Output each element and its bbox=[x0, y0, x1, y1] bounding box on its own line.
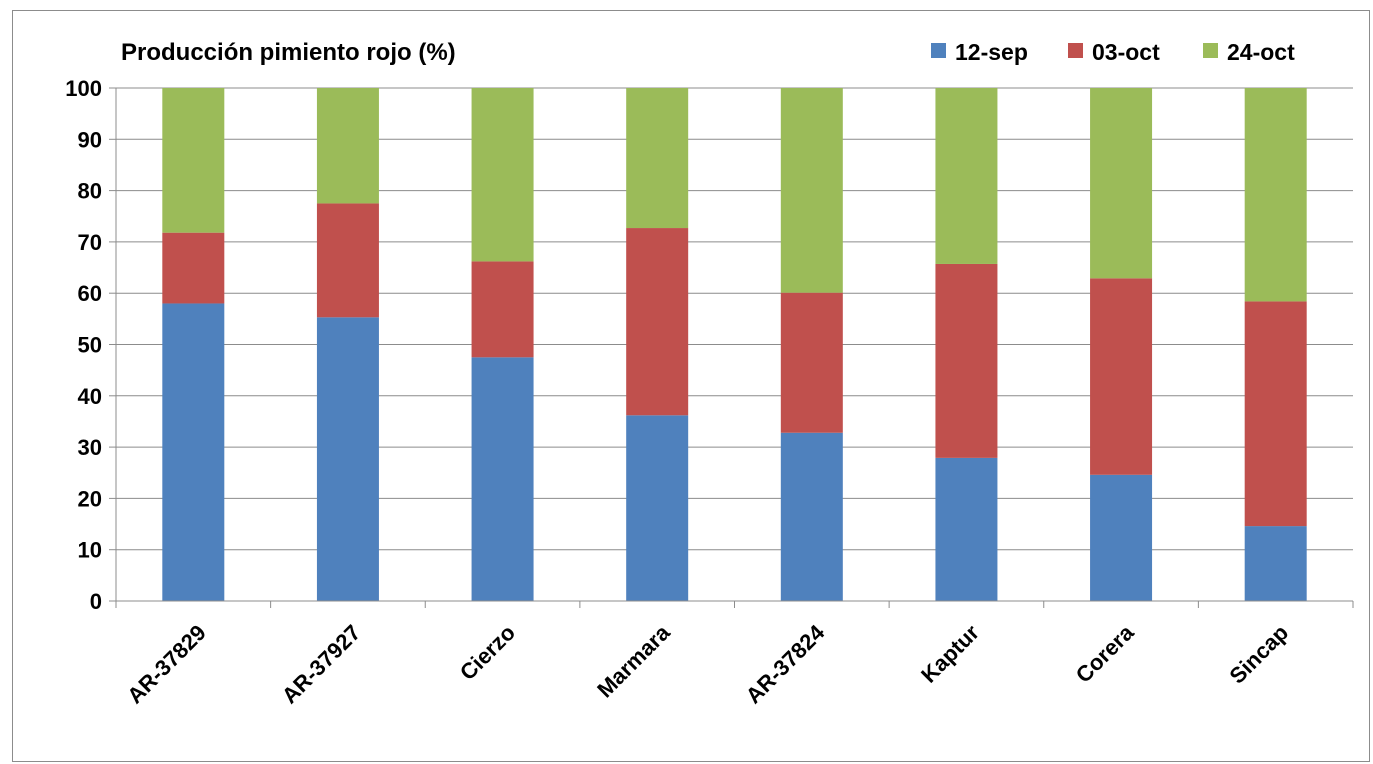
bar-ar-37829-12-sep bbox=[162, 303, 225, 601]
legend-label-12-sep: 12-sep bbox=[955, 39, 1028, 65]
chart-title: Producción pimiento rojo (%) bbox=[121, 39, 456, 66]
legend-label-03-oct: 03-oct bbox=[1092, 39, 1160, 65]
legend-swatch-03-oct bbox=[1068, 43, 1083, 58]
x-category-label: Sincap bbox=[1225, 620, 1294, 689]
bar-marmara-24-oct bbox=[626, 88, 689, 229]
bar-ar-37824-24-oct bbox=[780, 88, 843, 293]
bars bbox=[162, 88, 1307, 601]
legend-swatch-24-oct bbox=[1203, 43, 1218, 58]
bar-ar-37829-24-oct bbox=[162, 88, 225, 233]
bar-cierzo-03-oct bbox=[471, 261, 534, 358]
bar-ar-37824-12-sep bbox=[780, 432, 843, 601]
y-tick-label: 60 bbox=[78, 281, 102, 306]
x-axis-category-labels: AR-37829 AR-37927 Cierzo Marmara AR-37824 Kap… bbox=[122, 619, 1293, 708]
y-axis-tick-labels: 0 10 20 30 40 50 60 70 80 90 100 bbox=[65, 76, 102, 614]
y-tick-label: 40 bbox=[78, 384, 102, 409]
bar-marmara-03-oct bbox=[626, 228, 689, 416]
bar-marmara-12-sep bbox=[626, 415, 689, 601]
chart-frame: Producción pimiento rojo (%) 12-sep 03-oc… bbox=[12, 10, 1370, 762]
x-category-label: AR-37927 bbox=[277, 620, 366, 709]
axes bbox=[115, 88, 1354, 608]
bar-cierzo-24-oct bbox=[471, 88, 534, 262]
x-category-label: Corera bbox=[1071, 619, 1139, 687]
legend: 12-sep 03-oct 24-oct bbox=[931, 39, 1295, 65]
x-category-label: AR-37829 bbox=[122, 620, 211, 709]
legend-swatch-12-sep bbox=[931, 43, 946, 58]
y-tick-label: 80 bbox=[78, 179, 102, 204]
x-category-label: AR-37824 bbox=[741, 619, 830, 708]
x-category-label: Marmara bbox=[592, 619, 675, 702]
bar-sincap-03-oct bbox=[1244, 301, 1307, 527]
y-tick-label: 0 bbox=[90, 589, 102, 614]
bar-ar-37824-03-oct bbox=[780, 292, 843, 433]
bar-kaptur-03-oct bbox=[935, 263, 998, 458]
bar-kaptur-12-sep bbox=[935, 457, 998, 601]
y-tick-label: 20 bbox=[78, 486, 102, 511]
y-tick-label: 100 bbox=[65, 76, 102, 101]
legend-label-24-oct: 24-oct bbox=[1227, 39, 1295, 65]
bar-ar-37829-03-oct bbox=[162, 232, 225, 304]
bar-sincap-24-oct bbox=[1244, 88, 1307, 302]
bar-ar-37927-12-sep bbox=[316, 317, 379, 601]
y-tick-label: 10 bbox=[78, 538, 102, 563]
bar-corera-12-sep bbox=[1090, 474, 1153, 601]
gridlines bbox=[109, 87, 1353, 602]
y-tick-label: 70 bbox=[78, 230, 102, 255]
y-tick-label: 30 bbox=[78, 435, 102, 460]
bar-sincap-12-sep bbox=[1244, 526, 1307, 601]
bar-corera-24-oct bbox=[1090, 88, 1153, 279]
y-tick-label: 90 bbox=[78, 127, 102, 152]
bar-ar-37927-24-oct bbox=[316, 88, 379, 204]
bar-cierzo-12-sep bbox=[471, 357, 534, 601]
x-category-label: Cierzo bbox=[455, 620, 520, 685]
x-category-label: Kaptur bbox=[916, 620, 984, 688]
bar-ar-37927-03-oct bbox=[316, 203, 379, 318]
y-tick-label: 50 bbox=[78, 333, 102, 358]
bar-kaptur-24-oct bbox=[935, 88, 998, 264]
stacked-bar-chart: Producción pimiento rojo (%) 12-sep 03-oc… bbox=[65, 39, 1354, 708]
bar-corera-03-oct bbox=[1090, 278, 1153, 475]
